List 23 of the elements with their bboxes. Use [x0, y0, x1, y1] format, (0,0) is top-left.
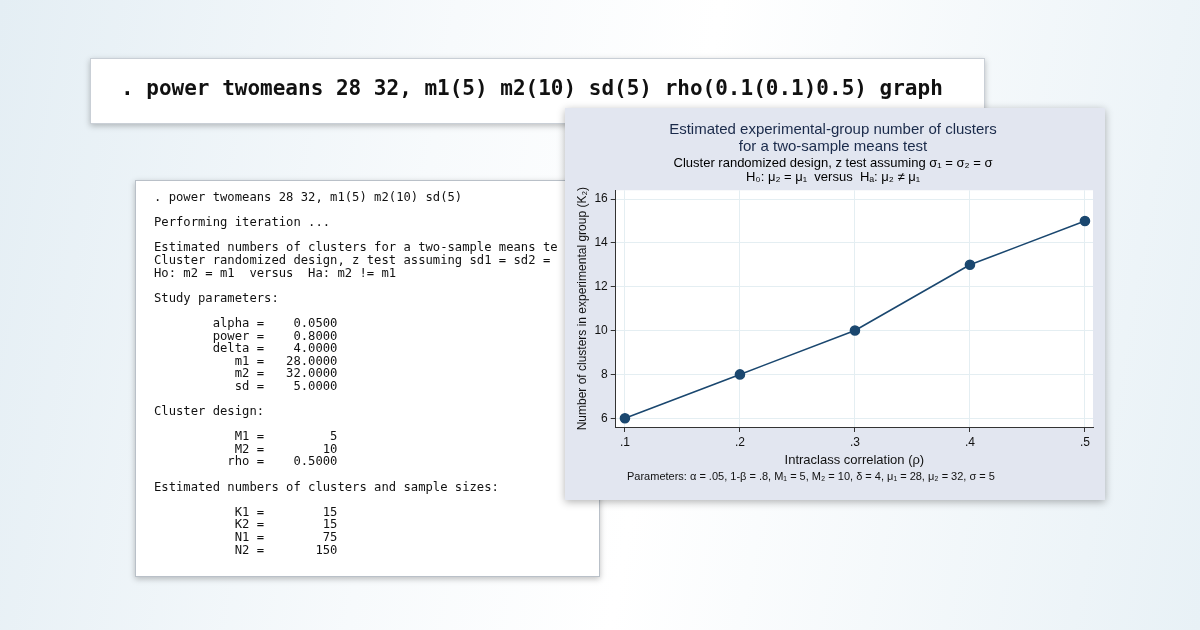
y-tick-label: 8	[601, 366, 609, 381]
text: . power twomeans 28 32, m1(5) m2(10) sd(5) Performing iteration ... Estimated numbers of clusters for a two-sample means te Cluster randomized design, z test assuming sd1 = sd2 = Ho: m2 = m1 versus Ha: m2 != m1 Study parameters: alpha = 0.0500 power = 0.8000 delta = 4.0000 m1 = 28.0000 m2 = 32.0000 sd = 5.0000 Cluster design: M1 = 5 M2 = 10 rho = 0.5000 Estimated numbers of clusters and sample sizes: K1 = 15 K2 = 15 N1 = 75 N2 = 150	[154, 190, 558, 557]
point	[734, 369, 746, 380]
point	[849, 325, 861, 336]
point	[1079, 215, 1091, 227]
chart-title: Estimated experimental-group number of clusters for a two-sample means test	[669, 120, 997, 154]
y-tick-label: 16	[594, 191, 609, 206]
point	[964, 259, 976, 271]
x-tick-label: .3	[849, 434, 861, 449]
chart-subtitle: Cluster randomized design, z test assuming σ₁ = σ₂ = σ H₀: μ₂ = μ₁ versus Hₐ: μ₂ ≠ μ₁	[673, 155, 993, 185]
point	[619, 412, 631, 424]
y-axis-title: Number of clusters in experimental group (K₂)	[574, 186, 589, 431]
x-tick-label: .5	[1079, 434, 1091, 449]
y-tick-label: 10	[594, 322, 609, 337]
y-tick-label: 12	[594, 279, 609, 294]
x-tick-label: .4	[964, 434, 976, 449]
x-tick-label: .2	[734, 434, 746, 449]
x-axis-title: Intraclass correlation (ρ)	[784, 451, 925, 467]
text: . power twomeans 28 32, m1(5) m2(10) sd(5) rho(0.1(0.1)0.5) graph	[121, 76, 943, 100]
y-tick-label: 14	[594, 235, 609, 250]
y-tick-label: 6	[601, 410, 609, 425]
x-tick-label: .1	[619, 434, 631, 449]
text: Parameters: α = .05, 1-β = .8, M₁ = 5, M₂ = 10, δ = 4, μ₁ = 28, μ₂ = 32, σ = 5	[627, 470, 995, 482]
